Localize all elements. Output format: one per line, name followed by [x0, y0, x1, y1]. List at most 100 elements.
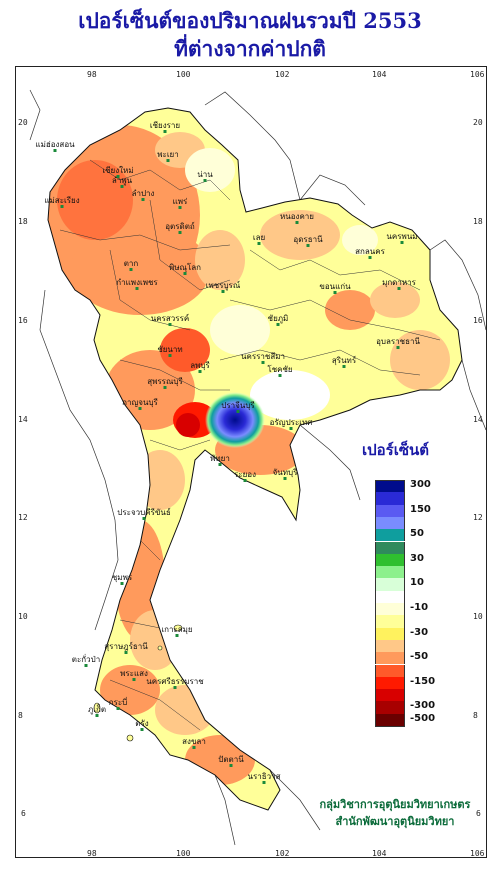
province-label: นครพนม [386, 232, 417, 241]
legend-swatch [375, 676, 405, 690]
lat-tick-8-right: 8 [473, 711, 478, 720]
lat-tick-8-left: 8 [18, 711, 23, 720]
province-label: ชัยภูมิ [268, 314, 289, 324]
legend-label: -50 [410, 651, 429, 663]
station-marker [132, 678, 136, 681]
province-label: ตะกั่วป่า [72, 653, 100, 664]
station-marker [183, 272, 187, 275]
station-marker [178, 206, 182, 209]
province-label: ลำพูน [112, 176, 133, 186]
station-marker [257, 242, 261, 245]
station-marker [203, 179, 207, 182]
province-label: เชียงราย [150, 121, 180, 130]
lon-tick-104-bottom: 104 [372, 849, 387, 858]
legend-swatch [375, 492, 405, 505]
legend-label: 50 [410, 528, 424, 540]
lat-tick-14-right: 14 [473, 415, 483, 424]
province-label: ชุมพร [112, 573, 133, 582]
map-title-line1: เปอร์เซ็นต์ของปริมาณฝนรวมปี 2553 [78, 8, 422, 33]
station-marker [140, 728, 144, 731]
legend-label: 30 [410, 552, 424, 564]
legend-swatch [375, 529, 405, 542]
province-label: นครศรีธรรมราช [146, 677, 204, 686]
lat-tick-18-left: 18 [18, 217, 28, 226]
legend-swatch [375, 615, 405, 628]
lat-tick-10-left: 10 [18, 612, 28, 621]
map-frame [15, 66, 487, 858]
legend-swatch [375, 504, 405, 517]
station-marker [129, 268, 133, 271]
province-label: พระแสง [120, 669, 148, 678]
legend-swatch [375, 566, 405, 579]
station-marker [135, 287, 139, 290]
legend-swatch [375, 590, 405, 603]
province-label: แม่สะเรียง [44, 196, 79, 205]
station-marker [397, 287, 401, 290]
station-marker [120, 582, 124, 585]
province-label: เพชรบูรณ์ [206, 280, 241, 291]
legend-swatch [375, 541, 405, 554]
province-label: นครสวรรค์ [151, 313, 189, 323]
station-marker [166, 159, 170, 162]
legend-swatch [375, 713, 405, 727]
station-marker [198, 370, 202, 373]
station-marker [368, 256, 372, 259]
province-label: สุรินทร์ [332, 355, 357, 365]
station-marker [173, 686, 177, 689]
legend-swatch [375, 480, 405, 494]
province-label: พะเยา [157, 150, 178, 159]
station-marker [84, 664, 88, 667]
station-marker [243, 479, 247, 482]
province-label: หนองคาย [280, 212, 314, 221]
lat-tick-20-right: 20 [473, 118, 483, 127]
province-label: ระยอง [234, 470, 256, 479]
province-label: เชียงใหม่ [102, 166, 133, 175]
station-marker [396, 346, 400, 349]
station-marker [261, 361, 265, 364]
station-marker [192, 746, 196, 749]
lat-tick-20-left: 20 [18, 118, 28, 127]
province-label: ตรัง [135, 719, 148, 728]
station-marker [283, 477, 287, 480]
province-label: เกาะสมุย [161, 625, 192, 634]
station-marker [168, 323, 172, 326]
lat-tick-12-right: 12 [473, 513, 483, 522]
province-label: แพร่ [173, 197, 188, 206]
lat-tick-6-right: 6 [476, 809, 481, 818]
province-label: ปัตตานี [218, 755, 244, 764]
station-marker [53, 149, 57, 152]
lon-tick-102-top: 102 [275, 70, 290, 79]
legend-label: 300 [410, 479, 431, 490]
credit-line2: สำนักพัฒนาอุตุนิยมวิทยา [335, 815, 455, 828]
lon-tick-100-top: 100 [176, 70, 191, 79]
province-label: กาญจนบุรี [122, 398, 158, 407]
lon-tick-106-top: 106 [470, 70, 485, 79]
province-label: ตาก [124, 259, 139, 268]
legend-label: -150 [410, 675, 436, 687]
lon-tick-98-top: 98 [87, 70, 97, 79]
legend-swatch [375, 516, 405, 530]
station-marker [218, 463, 222, 466]
province-label: อุบลราชธานี [376, 337, 420, 346]
province-label: สุพรรณบุรี [147, 377, 183, 386]
station-marker [295, 221, 299, 224]
province-label: สกลนคร [355, 247, 385, 256]
province-label: สงขลา [182, 737, 206, 746]
lat-tick-16-left: 16 [18, 316, 28, 325]
station-marker [236, 410, 240, 413]
station-marker [116, 707, 120, 710]
province-label: สุราษฎร์ธานี [104, 641, 148, 651]
legend-swatch [375, 603, 405, 616]
legend-swatch [375, 664, 405, 677]
station-marker [229, 764, 233, 767]
legend-title: เปอร์เซ็นต์ [362, 441, 430, 459]
province-label: ประจวบคีรีขันธ์ [117, 507, 171, 517]
legend-swatch [375, 701, 405, 714]
province-label: กำแพงเพชร [116, 278, 158, 287]
legend-swatch [375, 652, 405, 665]
legend-label: 150 [410, 503, 431, 515]
legend-label: -300 [410, 700, 436, 712]
province-label: น่าน [197, 170, 213, 179]
station-marker [333, 291, 337, 294]
